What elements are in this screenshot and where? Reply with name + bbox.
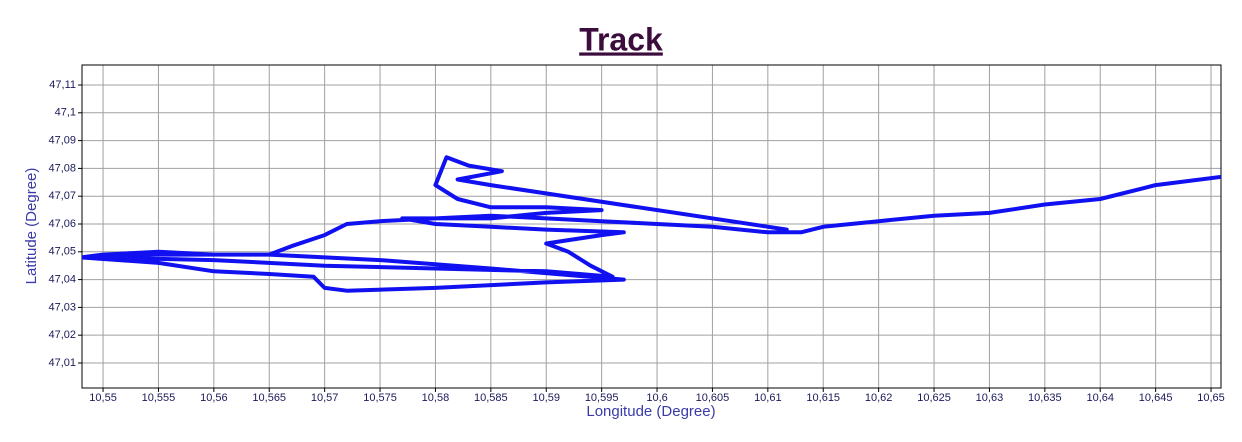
y-tick-label: 47,01 <box>48 357 76 369</box>
y-tick-label: 47,11 <box>49 79 76 91</box>
x-tick-label: 10,65 <box>1197 392 1225 404</box>
y-tick-label: 47,07 <box>48 190 76 202</box>
x-tick-label: 10,57 <box>311 392 339 404</box>
x-tick-label: 10,645 <box>1139 392 1173 404</box>
x-tick-label: 10,575 <box>363 392 397 404</box>
x-tick-label: 10,605 <box>696 392 730 404</box>
x-tick-label: 10,565 <box>252 392 286 404</box>
plot-frame <box>81 64 1222 389</box>
y-tick-label: 47,08 <box>48 162 76 174</box>
x-tick-label: 10,625 <box>917 392 951 404</box>
x-tick-label: 10,55 <box>89 392 117 404</box>
y-tick-label: 47,02 <box>48 329 76 341</box>
x-tick-label: 10,615 <box>806 392 840 404</box>
x-tick-label: 10,61 <box>754 392 782 404</box>
y-tick-label: 47,05 <box>48 246 76 258</box>
x-tick-label: 10,635 <box>1028 392 1062 404</box>
y-tick-label: 47,04 <box>48 273 76 285</box>
y-tick-label: 47,09 <box>48 135 76 147</box>
track-line <box>82 155 1221 293</box>
x-tick-label: 10,555 <box>142 392 176 404</box>
y-axis-label: Latitude (Degree) <box>23 168 40 285</box>
y-tick-label: 47,03 <box>48 301 76 313</box>
x-tick-label: 10,585 <box>474 392 508 404</box>
x-tick-label: 10,58 <box>422 392 450 404</box>
x-tick-label: 10,56 <box>200 392 228 404</box>
chart-title: Track <box>579 21 663 57</box>
y-tick-label: 47,06 <box>48 218 76 230</box>
y-tick-label: 47,1 <box>55 107 76 119</box>
x-tick-label: 10,6 <box>646 392 667 404</box>
x-axis-label: Longitude (Degree) <box>586 403 715 420</box>
x-tick-label: 10,63 <box>976 392 1004 404</box>
x-tick-label: 10,595 <box>585 392 619 404</box>
x-tick-label: 10,62 <box>865 392 893 404</box>
x-tick-label: 10,64 <box>1086 392 1114 404</box>
x-tick-label: 10,59 <box>532 392 560 404</box>
